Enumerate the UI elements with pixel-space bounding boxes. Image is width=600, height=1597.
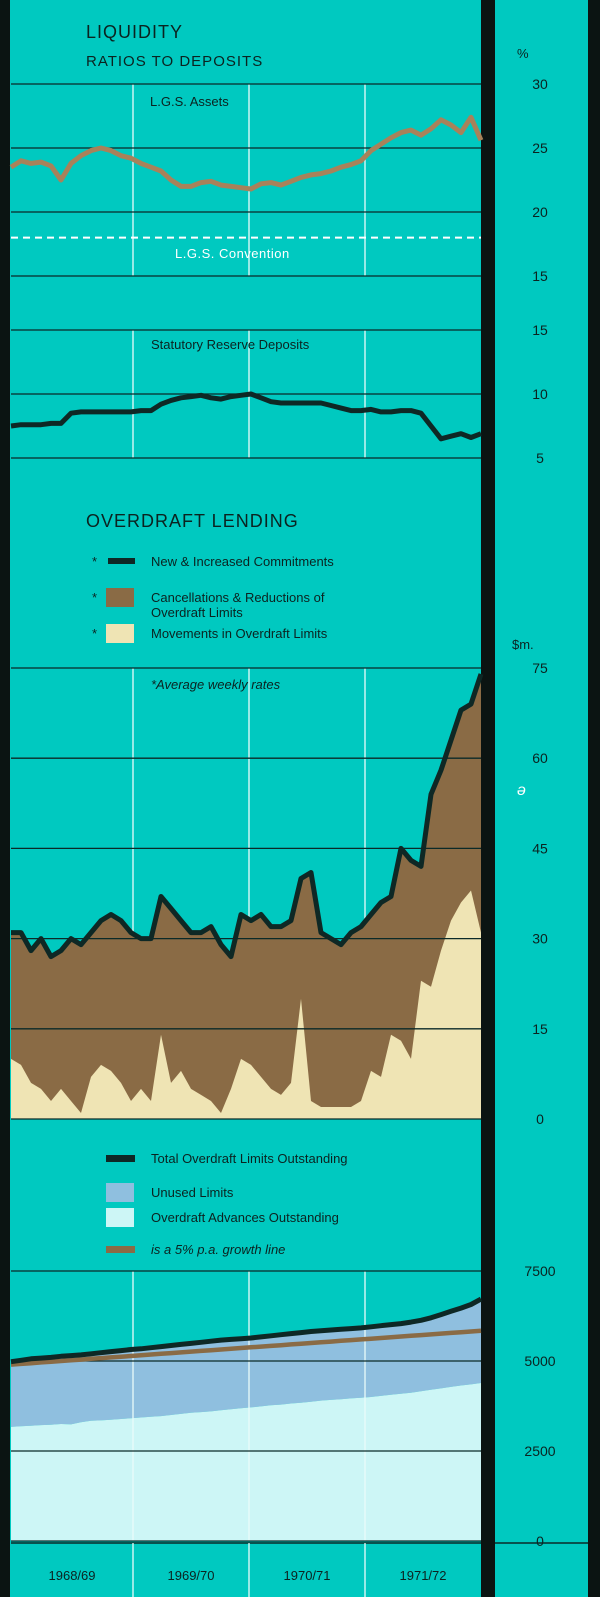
lim-ytick-0: 0 (536, 1533, 544, 1549)
lgs-ytick-20: 20 (532, 204, 548, 220)
left-edge-shadow (0, 0, 10, 1597)
legend-label: Total Overdraft Limits Outstanding (151, 1151, 348, 1166)
commitments-line (11, 673, 484, 960)
srd-line (10, 391, 482, 442)
legend-swatch-advances (106, 1208, 134, 1227)
lim-ytick-2500: 2500 (524, 1443, 555, 1459)
movements-area (11, 890, 481, 1119)
x-tick-label: 1968/69 (49, 1568, 96, 1583)
advances-area (11, 1383, 481, 1541)
lgs-assets-line (9, 114, 484, 192)
lgs-panel: 15 20 25 30 (9, 76, 548, 284)
limits-legend: Total Overdraft Limits Outstanding Unused… (106, 1151, 348, 1257)
limits-panel: 0 2500 5000 7500 (10, 1263, 556, 1549)
axis-separator (481, 0, 495, 1597)
legend-label: Unused Limits (151, 1185, 234, 1200)
overdraft-panel: 0 15 30 45 60 75 (11, 660, 548, 1127)
legend-label: is a 5% p.a. growth line (151, 1242, 285, 1257)
x-tick-label: 1969/70 (168, 1568, 215, 1583)
liquidity-unit: % (517, 46, 529, 61)
lgs-assets-label: L.G.S. Assets (150, 94, 229, 109)
lim-ytick-7500: 7500 (524, 1263, 555, 1279)
overdraft-title: OVERDRAFT LENDING (86, 511, 299, 531)
od-ytick-30: 30 (532, 931, 548, 947)
total-limits-line (10, 1296, 483, 1365)
legend-swatch-cancellations (106, 588, 134, 607)
od-ytick-0: 0 (536, 1111, 544, 1127)
lgs-ytick-15: 15 (532, 268, 548, 284)
legend-label: Overdraft Limits (151, 605, 243, 620)
legend-label: Cancellations & Reductions of (151, 590, 325, 605)
legend-asterisk: * (92, 554, 97, 569)
od-ytick-15: 15 (532, 1021, 548, 1037)
x-tick-label: 1971/72 (400, 1568, 447, 1583)
srd-ytick-10: 10 (532, 386, 548, 402)
liquidity-subtitle: RATIOS TO DEPOSITS (86, 53, 263, 70)
legend-label: Overdraft Advances Outstanding (151, 1210, 339, 1225)
legend-swatch-commitments (108, 558, 135, 564)
legend-asterisk: * (92, 590, 97, 605)
overdraft-unit: $m. (512, 637, 534, 652)
legend-swatch-growth (106, 1246, 135, 1253)
od-ytick-45: 45 (532, 840, 548, 856)
cancellations-area (11, 674, 481, 1119)
lgs-convention-label: L.G.S. Convention (175, 246, 290, 261)
legend-swatch-movements (106, 624, 134, 643)
growth-line (10, 1328, 482, 1367)
lim-ytick-5000: 5000 (524, 1353, 555, 1369)
legend-label: New & Increased Commitments (151, 554, 334, 569)
stray-mark: ə (517, 782, 526, 799)
x-axis: 1968/69 1969/70 1970/71 1971/72 (11, 1542, 588, 1597)
lgs-ytick-25: 25 (532, 140, 548, 156)
legend-label: Movements in Overdraft Limits (151, 626, 328, 641)
right-edge-shadow (588, 0, 600, 1597)
legend-asterisk: * (92, 626, 97, 641)
srd-ytick-15: 15 (532, 322, 548, 338)
legend-swatch-unused (106, 1183, 134, 1202)
legend-swatch-total (106, 1155, 135, 1162)
od-ytick-60: 60 (532, 750, 548, 766)
overdraft-note: *Average weekly rates (151, 677, 281, 692)
od-ytick-75: 75 (532, 660, 548, 676)
lgs-ytick-30: 30 (532, 76, 548, 92)
unused-limits-area (11, 1299, 481, 1427)
overdraft-legend: * New & Increased Commitments * Cancellatio… (92, 554, 334, 643)
srd-ytick-5: 5 (536, 450, 544, 466)
srd-label: Statutory Reserve Deposits (151, 337, 310, 352)
x-tick-label: 1970/71 (284, 1568, 331, 1583)
liquidity-title: LIQUIDITY (86, 22, 183, 42)
srd-panel: 5 10 15 (10, 322, 548, 466)
